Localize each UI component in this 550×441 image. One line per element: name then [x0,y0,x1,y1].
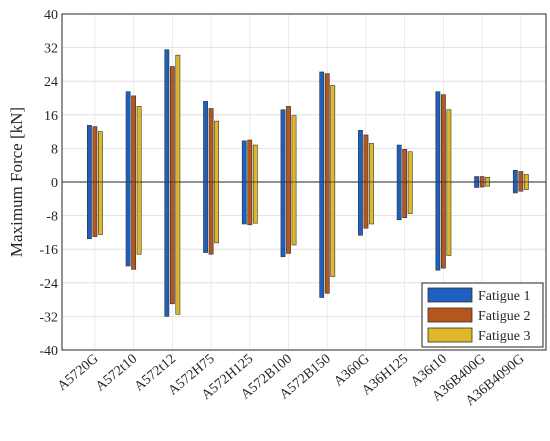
bar-neg-series-3 [330,181,336,277]
bar-neg-series-2 [169,181,175,305]
bar-pos-series-1 [319,71,325,183]
bar-pos-series-1 [241,140,247,183]
bar-neg-series-2 [286,181,291,254]
bar-pos-series-3 [485,177,491,183]
bar-neg-series-1 [280,181,286,258]
y-tick-label: -8 [46,210,58,225]
bar-neg-series-3 [291,181,297,246]
bar-neg-series-3 [136,181,142,255]
bar-pos-series-2 [324,73,330,183]
bar-pos-series-3 [214,120,219,183]
y-tick-label: 40 [44,8,58,23]
y-tick-label: 24 [44,75,58,90]
bar-neg-series-1 [125,181,131,267]
bar-pos-series-3 [252,144,258,183]
bar-neg-series-1 [512,181,518,194]
y-tick-label: -40 [39,344,58,359]
bar-neg-series-3 [446,181,452,256]
bar-pos-series-3 [523,174,529,183]
bar-pos-series-3 [291,115,297,183]
bar-pos-series-3 [175,54,181,183]
legend-swatch-fatigue-2 [427,307,473,323]
bar-pos-series-3 [330,85,336,183]
bar-neg-series-1 [474,181,480,188]
bar-pos-series-1 [87,125,92,183]
bar-neg-series-3 [214,181,219,244]
bar-pos-series-2 [247,139,253,183]
bar-neg-series-1 [358,181,363,236]
bar-pos-series-3 [98,131,103,183]
y-tick-label: -32 [39,310,58,325]
bar-neg-series-1 [164,181,170,317]
y-axis-title: Maximum Force [kN] [7,107,26,257]
y-tick-label: -24 [39,277,58,292]
legend-label-fatigue-3: Fatigue 3 [478,329,531,344]
bar-pos-series-2 [363,134,369,183]
bar-neg-series-3 [175,181,181,315]
bar-neg-series-1 [203,181,208,253]
bar-neg-series-1 [435,181,441,271]
x-tick-label: A572t10 [93,352,140,395]
bar-pos-series-2 [402,148,408,183]
bar-pos-series-1 [512,169,518,183]
bar-pos-series-2 [286,106,291,183]
bar-pos-series-1 [125,91,131,183]
bar-neg-series-1 [396,181,402,221]
bar-neg-series-2 [92,181,98,237]
bar-neg-series-3 [407,181,413,214]
bar-neg-series-3 [252,181,258,224]
bar-neg-series-3 [98,181,103,235]
bar-neg-series-3 [485,181,491,187]
bar-pos-series-3 [446,109,452,183]
bar-neg-series-3 [523,181,529,190]
bar-pos-series-2 [440,94,446,183]
bar-neg-series-2 [208,181,214,255]
bar-pos-series-1 [280,109,286,183]
legend-swatch-fatigue-3 [427,327,473,343]
bar-pos-series-1 [164,49,170,183]
bar-neg-series-2 [363,181,369,229]
y-tick-label: 32 [44,42,58,57]
bar-pos-series-1 [435,91,441,183]
legend-swatch-fatigue-1 [427,287,473,303]
bar-neg-series-2 [479,181,485,188]
bar-neg-series-1 [241,181,247,225]
bars [87,49,529,317]
y-tick-labels: -40 -32 -24 -16 -8 0 8 16 24 32 40 [39,8,58,359]
bar-neg-series-2 [440,181,446,269]
bar-neg-series-1 [319,181,325,298]
bar-pos-series-2 [92,126,98,183]
y-tick-label: 16 [44,109,58,124]
legend: Fatigue 1 Fatigue 2 Fatigue 3 [421,282,544,348]
bar-pos-series-2 [479,176,485,183]
bar-pos-series-1 [203,101,208,183]
bar-pos-series-2 [131,95,137,183]
bar-neg-series-2 [247,181,253,226]
bar-pos-series-2 [208,108,214,183]
bar-neg-series-2 [324,181,330,294]
y-tick-label: -16 [39,243,58,258]
bar-neg-series-2 [402,181,408,219]
legend-label-fatigue-1: Fatigue 1 [478,289,531,304]
x-tick-labels: A5720GA572t10A572t12A572H75A572H125A572B… [55,352,528,409]
bar-pos-series-2 [169,66,175,183]
y-tick-label: 8 [51,142,58,157]
bar-pos-series-3 [407,151,413,183]
bar-pos-series-1 [474,176,480,183]
plot-frame [61,13,547,351]
bar-neg-series-1 [87,181,92,240]
bar-pos-series-3 [369,143,374,183]
bar-neg-series-3 [369,181,374,225]
bar-pos-series-1 [396,144,402,183]
bar-neg-series-2 [131,181,137,270]
bar-pos-series-2 [518,171,524,183]
bar-pos-series-3 [136,106,142,183]
bar-neg-series-2 [518,181,524,192]
y-tick-label: 0 [51,176,58,191]
x-tick-label: A5720G [55,352,102,394]
legend-label-fatigue-2: Fatigue 2 [478,309,531,324]
bar-pos-series-1 [358,130,363,183]
